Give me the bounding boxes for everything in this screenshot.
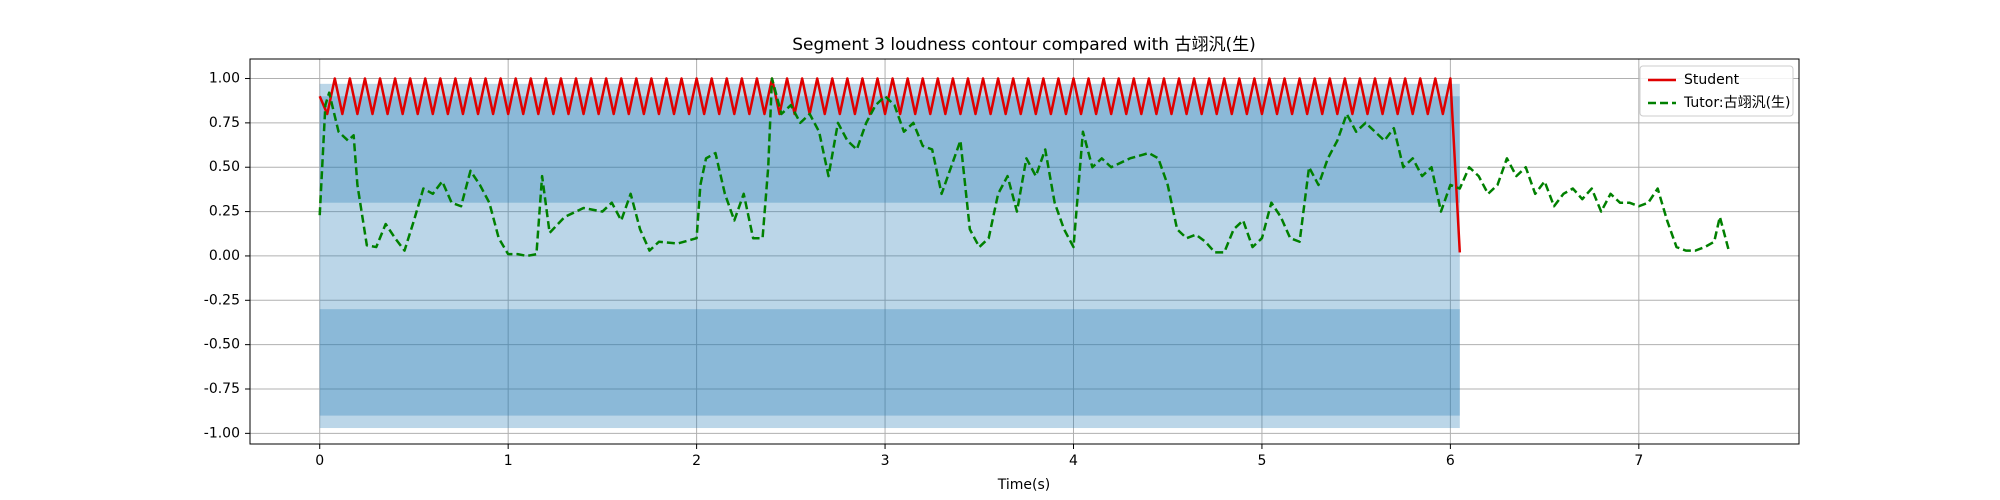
y-tick-label: 0.50 xyxy=(209,159,240,175)
x-tick-label: 5 xyxy=(1257,453,1266,469)
x-tick-label: 2 xyxy=(692,453,701,469)
x-tick-label: 4 xyxy=(1069,453,1078,469)
y-tick-label: 0.75 xyxy=(209,115,240,131)
waveform-band xyxy=(319,83,1460,429)
legend: Student Tutor:古翊汎(生) xyxy=(1639,65,1794,117)
y-tick-label: -0.25 xyxy=(204,292,240,308)
x-tick-label: 3 xyxy=(881,453,890,469)
x-axis-label: Time(s) xyxy=(997,477,1050,493)
legend-label: Tutor:古翊汎(生) xyxy=(1683,95,1791,111)
y-tick-label: 0.25 xyxy=(209,204,240,220)
x-tick-label: 7 xyxy=(1634,453,1643,469)
waveform-band xyxy=(319,309,1460,416)
y-tick-label: -1.00 xyxy=(204,425,240,441)
y-tick-label: -0.50 xyxy=(204,337,240,353)
line-series xyxy=(318,77,1462,253)
y-tick-label: 1.00 xyxy=(209,71,240,87)
legend-label: Student xyxy=(1684,72,1740,88)
plot-frame xyxy=(249,58,1800,445)
x-tick-label: 6 xyxy=(1446,453,1455,469)
chart-title: Segment 3 loudness contour compared with… xyxy=(792,35,1255,55)
line-series xyxy=(318,77,1731,258)
x-tick-label: 1 xyxy=(504,453,513,469)
x-tick-label: 0 xyxy=(315,453,324,469)
legend-box xyxy=(1639,65,1794,117)
waveform-band xyxy=(319,96,1460,203)
y-tick-label: -0.75 xyxy=(204,381,240,397)
y-tick-label: 0.00 xyxy=(209,248,240,264)
